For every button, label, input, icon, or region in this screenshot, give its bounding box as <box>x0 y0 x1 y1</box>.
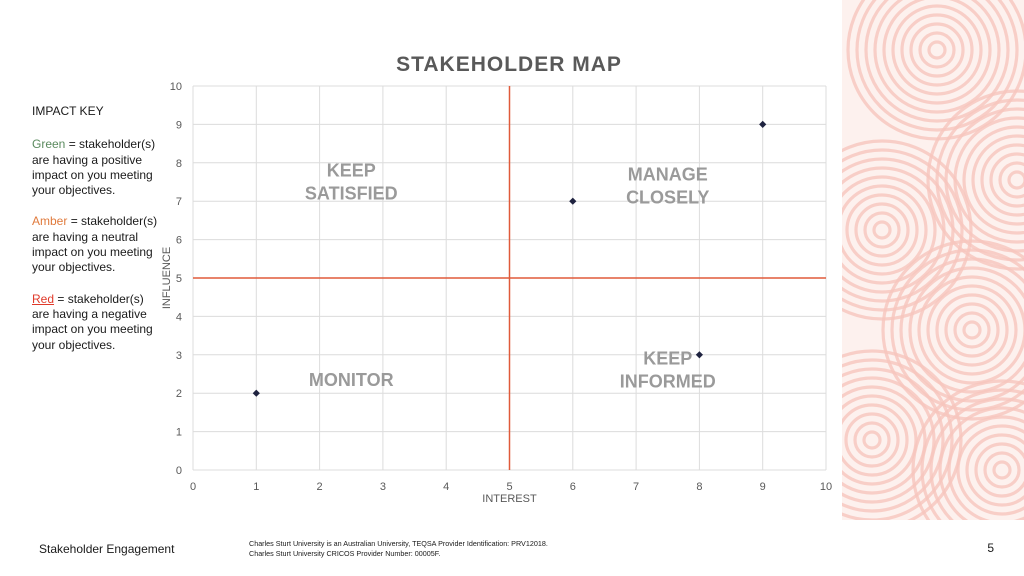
x-tick-label: 7 <box>633 481 639 493</box>
data-point <box>695 351 703 359</box>
x-tick-label: 9 <box>760 481 766 493</box>
x-tick-label: 5 <box>506 481 512 493</box>
impact-key: IMPACT KEY Green = stakeholder(s) are ha… <box>32 104 160 369</box>
quadrant-label: INFORMED <box>620 372 716 392</box>
page-number: 5 <box>987 541 994 555</box>
impact-key-green-text: = stakeholder(s) are having a positive i… <box>32 137 156 198</box>
chart-title: STAKEHOLDER MAP <box>396 53 622 76</box>
x-tick-label: 4 <box>443 481 449 493</box>
footer-note-line-1: Charles Sturt University is an Australia… <box>249 539 548 548</box>
impact-key-green: Green = stakeholder(s) are having a posi… <box>32 137 160 198</box>
impact-key-amber-word: Amber <box>32 214 68 229</box>
data-point <box>759 120 767 128</box>
x-tick-label: 3 <box>380 481 386 493</box>
quadrant-label: KEEP <box>327 161 376 181</box>
impact-key-red-word: Red <box>32 291 55 306</box>
quadrant-label: CLOSELY <box>626 187 709 207</box>
y-tick-label: 0 <box>176 465 182 477</box>
data-point <box>252 389 260 397</box>
x-tick-label: 10 <box>820 481 832 493</box>
y-tick-label: 3 <box>176 350 182 362</box>
y-tick-label: 8 <box>176 158 182 170</box>
impact-key-green-word: Green <box>32 137 66 152</box>
y-tick-label: 4 <box>176 311 182 323</box>
footer-university-note: Charles Sturt University is an Australia… <box>249 539 548 559</box>
impact-key-amber-text: = stakeholder(s) are having a neutral im… <box>32 214 158 275</box>
impact-key-title: IMPACT KEY <box>32 104 104 118</box>
quadrant-label: SATISFIED <box>305 184 398 204</box>
x-tick-label: 6 <box>570 481 576 493</box>
y-tick-label: 9 <box>176 119 182 131</box>
impact-key-amber: Amber = stakeholder(s) are having a neut… <box>32 214 160 275</box>
quadrant-label: MANAGE <box>628 164 708 184</box>
footer-course-title: Stakeholder Engagement <box>39 542 175 556</box>
y-tick-label: 7 <box>176 196 182 208</box>
data-point <box>569 197 577 205</box>
x-axis-label: INTEREST <box>482 493 537 505</box>
y-tick-label: 6 <box>176 235 182 247</box>
y-axis-label: INFLUENCE <box>161 247 173 309</box>
y-tick-label: 2 <box>176 388 182 400</box>
quadrant-label: KEEP <box>643 349 692 369</box>
y-tick-label: 10 <box>170 81 182 93</box>
impact-key-red-text: = stakeholder(s) are having a negative i… <box>32 291 153 352</box>
x-tick-label: 1 <box>253 481 259 493</box>
x-tick-label: 2 <box>317 481 323 493</box>
y-tick-label: 1 <box>176 427 182 439</box>
footer-note-line-2: Charles Sturt University CRICOS Provider… <box>249 549 441 558</box>
x-tick-label: 8 <box>696 481 702 493</box>
y-tick-label: 5 <box>176 273 182 285</box>
x-tick-label: 0 <box>190 481 196 493</box>
quadrant-label: MONITOR <box>309 370 394 390</box>
impact-key-red: Red = stakeholder(s) are having a negati… <box>32 292 160 353</box>
decorative-circles-pattern-icon <box>842 0 1024 520</box>
